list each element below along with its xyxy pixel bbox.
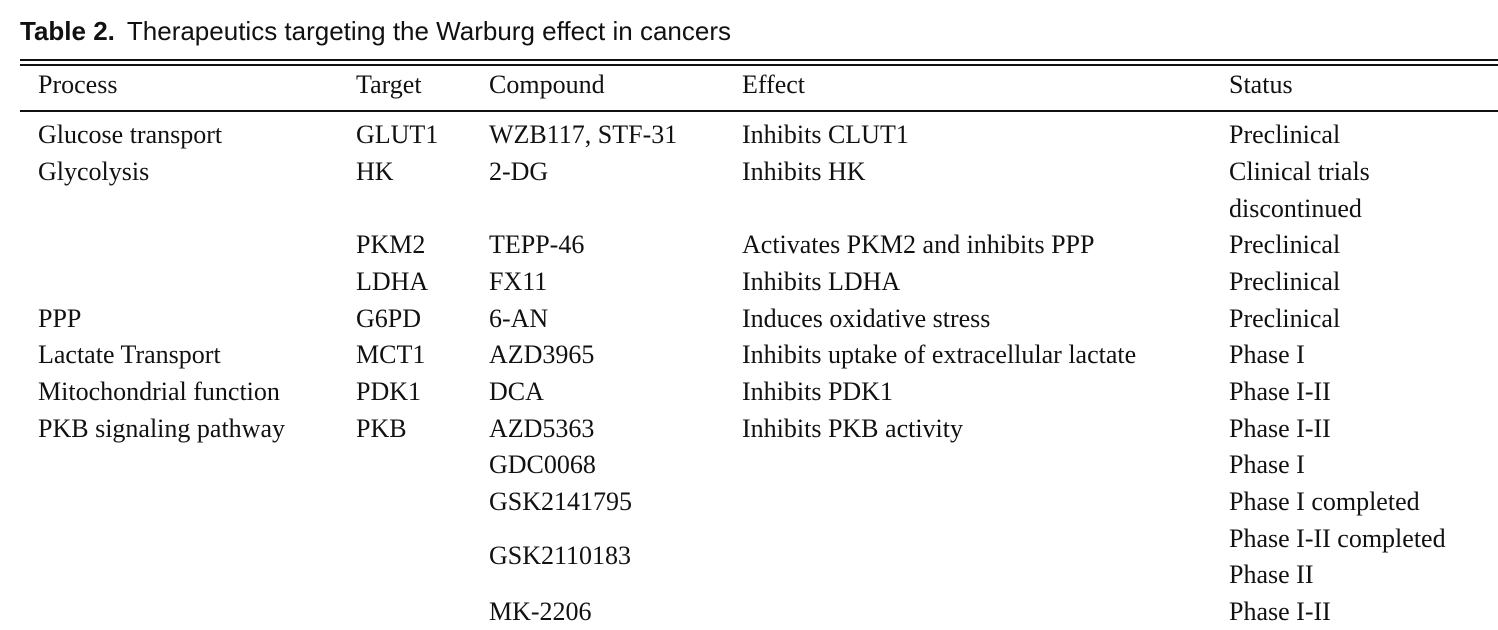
cell-effect: Inhibits uptake of extracellular lactate [742,340,1137,369]
cell-effect: Inhibits CLUT1 [742,120,909,149]
cell-process: PPP [38,304,82,333]
top-rule [20,59,1498,61]
cell-compound: GSK2110183 [489,541,632,570]
cell-target: PDK1 [356,377,422,406]
header-effect: Effect [742,70,806,99]
cell-compound: GSK2141795 [489,487,633,516]
cell-effect: Inhibits LDHA [742,267,901,296]
cell-process: Glycolysis [38,157,150,186]
cell-status: Phase I [1229,340,1305,369]
cell-status: Preclinical [1229,267,1341,296]
cell-target: GLUT1 [356,120,439,149]
cell-effect: Inhibits PDK1 [742,377,893,406]
cell-compound: 6-AN [489,304,549,333]
cell-status: Phase I [1229,450,1305,479]
cell-status: Clinical trials [1229,157,1370,186]
cell-target: MCT1 [356,340,426,369]
cell-status: Phase I-II completed [1229,524,1446,553]
cell-process: Lactate Transport [38,340,221,369]
header-status: Status [1229,70,1293,99]
cell-target: HK [356,157,394,186]
cell-status-continued: discontinued [1229,194,1362,223]
cell-status: Phase I-II [1229,597,1331,626]
cell-process: Mitochondrial function [38,377,280,406]
cell-status: Preclinical [1229,230,1341,259]
cell-status: Phase I-II [1229,377,1331,406]
cell-effect: Induces oxidative stress [742,304,991,333]
cell-target: LDHA [356,267,429,296]
cell-process: PKB signaling pathway [38,414,285,443]
cell-compound: MK-2206 [489,597,592,626]
cell-compound: 2-DG [489,157,549,186]
cell-compound: GDC0068 [489,450,596,479]
cell-status: Preclinical [1229,304,1341,333]
header-process: Process [38,70,118,99]
cell-compound: AZD5363 [489,414,595,443]
cell-target: G6PD [356,304,422,333]
cell-target: PKB [356,414,407,443]
cell-target: PKM2 [356,230,426,259]
header-compound: Compound [489,70,605,99]
cell-status: Phase I completed [1229,487,1420,516]
table-title: Therapeutics targeting the Warburg effec… [126,16,731,46]
cell-status: Preclinical [1229,120,1341,149]
cell-status-continued: Phase II [1229,560,1314,589]
cell-status: Phase I-II [1229,414,1331,443]
cell-compound: DCA [489,377,544,406]
header-target: Target [356,70,422,99]
cell-process: Glucose transport [38,120,223,149]
top-rule-double [20,64,1498,66]
cell-compound: AZD3965 [489,340,595,369]
cell-compound: WZB117, STF-31 [489,120,678,149]
table-label: Table 2. [20,16,115,46]
header-rule [20,110,1498,112]
cell-effect: Activates PKM2 and inhibits PPP [742,230,1095,259]
cell-effect: Inhibits HK [742,157,866,186]
table-caption: Table 2. Therapeutics targeting the Warbu… [20,14,731,48]
cell-compound: TEPP-46 [489,230,585,259]
cell-compound: FX11 [489,267,548,296]
cell-effect: Inhibits PKB activity [742,414,963,443]
